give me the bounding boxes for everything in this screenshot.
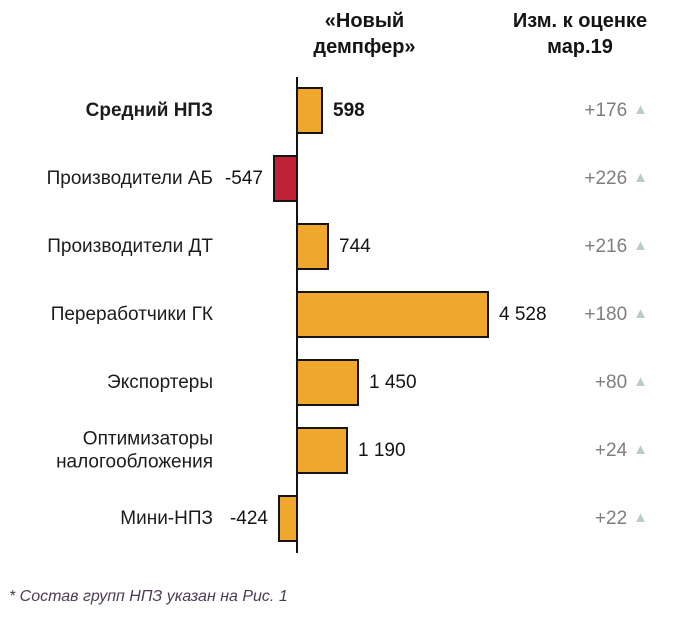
delta-indicator: +216 ▲ bbox=[584, 236, 648, 258]
triangle-up-icon: ▲ bbox=[633, 441, 648, 458]
delta-value: +22 bbox=[594, 507, 628, 529]
triangle-up-icon: ▲ bbox=[633, 169, 648, 186]
chart-row: Переработчики ГК 4 528 +180 ▲ bbox=[0, 291, 680, 338]
delta-value: +226 bbox=[584, 167, 628, 189]
delta-indicator: +22 ▲ bbox=[595, 508, 648, 530]
category-label: Производители АБ bbox=[46, 167, 213, 189]
category-label: Экспортеры bbox=[107, 371, 213, 393]
footnote: * Состав групп НПЗ указан на Рис. 1 bbox=[9, 588, 288, 605]
value-label: 4 528 bbox=[499, 303, 547, 325]
triangle-up-icon: ▲ bbox=[633, 237, 648, 254]
value-label: 1 190 bbox=[358, 439, 406, 461]
category-label: Мини-НПЗ bbox=[120, 507, 213, 529]
bar bbox=[296, 87, 323, 134]
bar bbox=[296, 359, 359, 406]
chart-row: Производители АБ -547 +226 ▲ bbox=[0, 155, 680, 202]
delta-value: +80 bbox=[594, 371, 628, 393]
value-label: 598 bbox=[333, 99, 365, 121]
chart-row: Производители ДТ 744 +216 ▲ bbox=[0, 223, 680, 270]
triangle-up-icon: ▲ bbox=[633, 373, 648, 390]
delta-column-title: Изм. к оценке мар.19 bbox=[512, 10, 648, 59]
category-label: Средний НПЗ bbox=[85, 99, 213, 121]
chart-row: Оптимизаторы налогообложения 1 190 +24 ▲ bbox=[0, 427, 680, 474]
delta-value: +176 bbox=[584, 99, 628, 121]
delta-indicator: +176 ▲ bbox=[584, 100, 648, 122]
value-label: 1 450 bbox=[369, 371, 417, 393]
bar bbox=[296, 223, 329, 270]
bars-column-title: «Новый демпфер» bbox=[313, 10, 416, 59]
value-label: 744 bbox=[339, 235, 371, 257]
delta-indicator: +180 ▲ bbox=[584, 304, 648, 326]
value-label: -424 bbox=[229, 507, 268, 529]
chart-row: Средний НПЗ 598 +176 ▲ bbox=[0, 87, 680, 134]
bar bbox=[273, 155, 298, 202]
delta-indicator: +226 ▲ bbox=[584, 168, 648, 190]
bar bbox=[278, 495, 298, 542]
bar bbox=[296, 291, 489, 338]
category-label: Переработчики ГК bbox=[50, 303, 213, 325]
value-label: -547 bbox=[224, 167, 263, 189]
category-label: Производители ДТ bbox=[47, 235, 213, 257]
category-label: Оптимизаторы налогообложения bbox=[56, 427, 213, 473]
triangle-up-icon: ▲ bbox=[633, 101, 648, 118]
delta-value: +24 bbox=[594, 439, 628, 461]
chart-row: Экспортеры 1 450 +80 ▲ bbox=[0, 359, 680, 406]
delta-indicator: +80 ▲ bbox=[595, 372, 648, 394]
triangle-up-icon: ▲ bbox=[633, 305, 648, 322]
delta-value: +216 bbox=[584, 235, 628, 257]
delta-value: +180 bbox=[584, 303, 628, 325]
bar bbox=[296, 427, 348, 474]
triangle-up-icon: ▲ bbox=[633, 509, 648, 526]
chart-row: Мини-НПЗ -424 +22 ▲ bbox=[0, 495, 680, 542]
delta-indicator: +24 ▲ bbox=[595, 440, 648, 462]
